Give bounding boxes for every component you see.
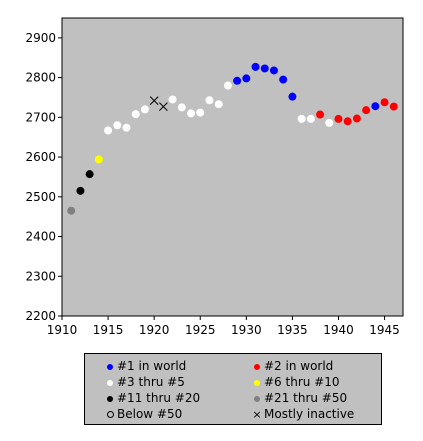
data-point	[380, 98, 389, 107]
data-point	[269, 66, 278, 75]
data-point	[343, 117, 352, 126]
legend-item: #3 thru #5	[103, 375, 185, 390]
legend-symbol	[250, 375, 264, 390]
legend-item: #11 thru #20	[103, 391, 200, 406]
legend-symbol	[103, 391, 117, 406]
data-point	[140, 105, 149, 114]
legend-symbol	[103, 407, 117, 422]
data-point	[251, 62, 260, 71]
data-point	[196, 108, 205, 117]
data-point	[168, 95, 177, 104]
legend: #1 in world #2 in world #3 thru #5 #6 thru …	[84, 353, 382, 425]
axes-layer: 1910 1915 1920 1925 1930 1935 1940 1945 2200 2300…	[25, 31, 399, 337]
x-tick-label: 1920	[139, 323, 170, 337]
x-tick-label: 1940	[323, 323, 354, 337]
data-point	[205, 96, 214, 105]
data-point	[104, 126, 113, 135]
data-point	[94, 155, 103, 164]
data-point	[177, 103, 186, 112]
data-point	[306, 114, 315, 123]
legend-symbol	[250, 391, 264, 406]
points-layer	[67, 62, 398, 215]
data-point	[131, 110, 140, 119]
data-point	[76, 186, 85, 195]
data-point	[316, 110, 325, 119]
data-point	[113, 121, 122, 130]
x-tick-label: 1945	[369, 323, 400, 337]
x-tick-label: 1915	[93, 323, 124, 337]
data-point	[214, 100, 223, 109]
data-point	[352, 114, 361, 123]
data-point	[67, 206, 76, 215]
x-tick-label: 1910	[47, 323, 78, 337]
y-tick-label: 2600	[25, 150, 56, 164]
data-point-inactive	[149, 96, 159, 105]
y-tick-label: 2900	[25, 31, 56, 45]
data-point	[233, 76, 242, 85]
data-point	[223, 81, 232, 90]
y-tick-label: 2200	[25, 309, 56, 323]
data-point	[334, 114, 343, 123]
y-tick-label: 2300	[25, 269, 56, 283]
data-point	[242, 74, 251, 83]
legend-symbol	[250, 359, 264, 374]
y-tick-label: 2800	[25, 71, 56, 85]
legend-item: #21 thru #50	[250, 391, 347, 406]
data-point	[288, 92, 297, 101]
legend-label: #11 thru #20	[117, 391, 201, 405]
legend-item: Below #50	[103, 407, 182, 422]
data-point	[260, 64, 269, 73]
legend-symbol: ×	[252, 408, 262, 421]
data-point	[279, 75, 288, 84]
data-point	[122, 123, 131, 132]
legend-label: #3 thru #5	[117, 375, 185, 389]
data-point	[297, 114, 306, 123]
data-point	[325, 118, 334, 127]
legend-label: Mostly inactive	[264, 407, 355, 421]
data-point	[85, 170, 94, 179]
legend-label: #2 in world	[264, 359, 334, 373]
legend-item: × Mostly inactive	[250, 407, 354, 422]
plot-area	[61, 17, 404, 317]
data-point	[371, 102, 380, 111]
y-tick-label: 2400	[25, 230, 56, 244]
data-point	[389, 102, 398, 111]
x-tick-label: 1935	[277, 323, 308, 337]
x-tick-label: 1925	[185, 323, 216, 337]
data-point-inactive	[159, 102, 168, 111]
y-tick-label: 2700	[25, 110, 56, 124]
data-point	[187, 109, 196, 118]
legend-symbol	[103, 359, 117, 374]
legend-item: #2 in world	[250, 359, 333, 374]
legend-item: #1 in world	[103, 359, 186, 374]
legend-label: #6 thru #10	[264, 375, 340, 389]
legend-label: #21 thru #50	[264, 391, 348, 405]
legend-item: #6 thru #10	[250, 375, 340, 390]
legend-label: #1 in world	[117, 359, 187, 373]
legend-label: Below #50	[117, 407, 183, 421]
legend-symbol	[103, 375, 117, 390]
x-tick-label: 1930	[231, 323, 262, 337]
y-tick-label: 2500	[25, 190, 56, 204]
data-point	[362, 106, 371, 115]
